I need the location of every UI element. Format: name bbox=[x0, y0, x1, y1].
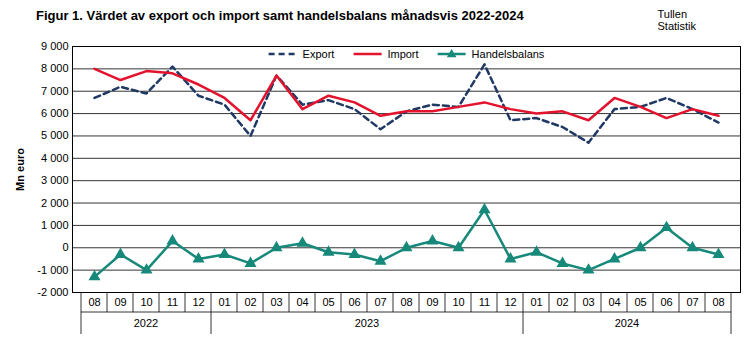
svg-text:03: 03 bbox=[582, 296, 594, 308]
svg-text:2024: 2024 bbox=[615, 317, 639, 329]
svg-text:3 000: 3 000 bbox=[41, 174, 69, 186]
svg-text:09: 09 bbox=[114, 296, 126, 308]
svg-text:2023: 2023 bbox=[355, 317, 379, 329]
svg-text:05: 05 bbox=[634, 296, 646, 308]
svg-text:12: 12 bbox=[192, 296, 204, 308]
svg-text:07: 07 bbox=[686, 296, 698, 308]
svg-text:11: 11 bbox=[167, 296, 178, 308]
svg-text:7 000: 7 000 bbox=[41, 85, 69, 97]
svg-text:08: 08 bbox=[400, 296, 412, 308]
svg-text:8 000: 8 000 bbox=[41, 62, 69, 74]
svg-text:9 000: 9 000 bbox=[41, 40, 69, 52]
svg-text:02: 02 bbox=[556, 296, 568, 308]
svg-text:2 000: 2 000 bbox=[41, 197, 69, 209]
html-text:Tullen: Tullen bbox=[657, 8, 687, 20]
html-text:Statistik: Statistik bbox=[657, 20, 696, 32]
svg-text:Mn euro: Mn euro bbox=[14, 148, 26, 191]
svg-text:01: 01 bbox=[530, 296, 542, 308]
svg-text:4 000: 4 000 bbox=[41, 152, 69, 164]
html-text:Figur 1. Värdet av export och: Figur 1. Värdet av export och import sam… bbox=[36, 8, 524, 23]
svg-text:2022: 2022 bbox=[134, 317, 158, 329]
svg-text:06: 06 bbox=[348, 296, 360, 308]
svg-text:1 000: 1 000 bbox=[41, 219, 69, 231]
svg-text:04: 04 bbox=[296, 296, 308, 308]
svg-text:06: 06 bbox=[660, 296, 672, 308]
svg-text:09: 09 bbox=[426, 296, 438, 308]
svg-text:-1 000: -1 000 bbox=[37, 264, 68, 276]
svg-text:10: 10 bbox=[452, 296, 464, 308]
svg-text:03: 03 bbox=[270, 296, 282, 308]
svg-text:01: 01 bbox=[218, 296, 230, 308]
svg-text:02: 02 bbox=[244, 296, 256, 308]
svg-text:6 000: 6 000 bbox=[41, 107, 69, 119]
html-text:Import: Import bbox=[387, 48, 419, 60]
svg-text:5 000: 5 000 bbox=[41, 129, 69, 141]
svg-text:04: 04 bbox=[608, 296, 620, 308]
svg-text:10: 10 bbox=[140, 296, 152, 308]
svg-text:08: 08 bbox=[712, 296, 724, 308]
svg-text:05: 05 bbox=[322, 296, 334, 308]
svg-text:0: 0 bbox=[62, 241, 68, 253]
html-text:Export: Export bbox=[302, 48, 335, 60]
html-text:Handelsbalans: Handelsbalans bbox=[471, 48, 545, 60]
svg-text:12: 12 bbox=[504, 296, 516, 308]
svg-text:07: 07 bbox=[374, 296, 386, 308]
svg-text:11: 11 bbox=[479, 296, 490, 308]
svg-text:-2 000: -2 000 bbox=[37, 286, 68, 298]
svg-text:08: 08 bbox=[88, 296, 100, 308]
